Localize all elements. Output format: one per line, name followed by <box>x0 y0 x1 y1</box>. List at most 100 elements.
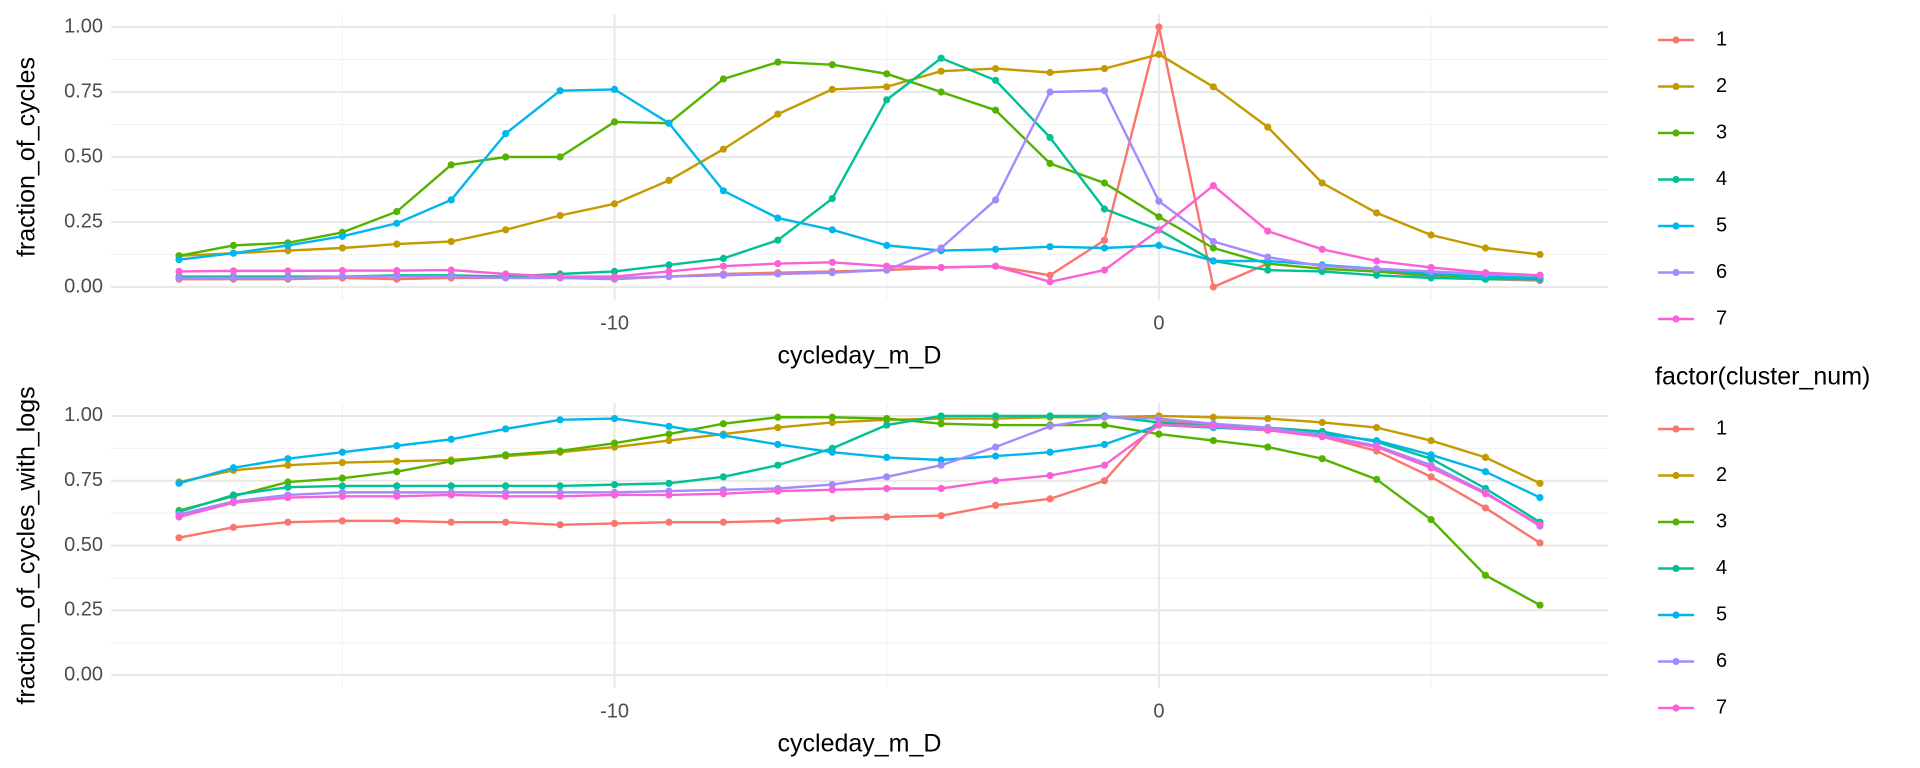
data-point <box>883 453 891 462</box>
data-point <box>502 425 510 433</box>
data-point <box>1209 182 1217 190</box>
legend-point <box>1672 657 1680 666</box>
data-point <box>991 412 1000 420</box>
data-point <box>937 461 945 469</box>
data-point <box>991 262 1000 270</box>
data-point <box>774 58 782 66</box>
data-point <box>828 226 836 234</box>
data-point <box>447 491 455 499</box>
data-point <box>284 483 292 491</box>
data-point <box>1264 253 1272 261</box>
data-point <box>1373 436 1381 445</box>
legend-title: factor(cluster_num) <box>1655 363 1870 391</box>
data-point <box>937 263 945 272</box>
data-point <box>1481 490 1490 498</box>
data-point <box>338 482 346 490</box>
legend-label: 7 <box>1716 696 1727 718</box>
data-point <box>1046 412 1054 420</box>
data-point <box>1155 213 1163 221</box>
data-point <box>502 518 510 526</box>
data-point <box>1046 448 1054 456</box>
data-point <box>1046 133 1054 142</box>
data-point <box>937 67 945 75</box>
data-point <box>556 482 564 490</box>
series-line <box>178 88 1540 280</box>
data-point <box>556 211 564 220</box>
data-point <box>1536 479 1544 487</box>
data-point <box>1100 266 1109 274</box>
data-point <box>774 270 782 278</box>
data-point <box>774 424 782 432</box>
data-point <box>991 65 1000 73</box>
data-point <box>610 481 619 489</box>
data-point <box>1373 271 1381 279</box>
data-point <box>1318 245 1326 253</box>
data-point <box>719 145 728 153</box>
legend-label: 7 <box>1716 307 1727 329</box>
x-tick-label: -10 <box>600 312 629 334</box>
data-point <box>1373 424 1381 432</box>
data-point <box>447 435 455 443</box>
data-point <box>1046 68 1054 77</box>
data-point <box>1264 227 1272 235</box>
data-point <box>1373 265 1381 273</box>
data-point <box>828 481 836 489</box>
data-point <box>1427 436 1435 445</box>
y-axis-title: fraction_of_cycles_with_logs <box>13 386 41 704</box>
x-tick-label: 0 <box>1153 312 1164 334</box>
data-point <box>937 512 945 520</box>
legend-point <box>1672 315 1680 323</box>
legend-label: 1 <box>1716 28 1727 50</box>
data-point <box>447 518 455 526</box>
data-point <box>229 249 238 257</box>
data-point <box>719 271 728 279</box>
legend-point <box>1672 129 1680 137</box>
data-point <box>665 491 673 499</box>
data-point <box>1481 453 1490 462</box>
series-line <box>178 423 1541 526</box>
data-point <box>1100 413 1109 421</box>
data-point <box>610 118 619 126</box>
data-point <box>1209 244 1217 252</box>
data-point <box>665 436 673 445</box>
data-point <box>556 447 564 455</box>
legend-point <box>1672 425 1680 433</box>
data-point <box>610 491 619 499</box>
data-point <box>284 274 292 282</box>
data-point <box>229 274 238 282</box>
data-point <box>175 256 183 264</box>
data-point <box>229 464 238 472</box>
data-point <box>1481 269 1490 277</box>
data-point <box>883 262 891 270</box>
data-point <box>393 482 401 490</box>
data-point <box>610 267 619 275</box>
data-point <box>665 273 673 281</box>
data-point <box>1046 471 1054 480</box>
data-point <box>338 492 346 500</box>
data-point <box>1264 266 1272 274</box>
data-point <box>1318 455 1326 463</box>
data-point <box>338 267 346 275</box>
data-point <box>1046 88 1054 96</box>
data-point <box>665 119 673 127</box>
data-point <box>1318 267 1326 275</box>
data-point <box>1100 421 1109 429</box>
data-point <box>719 75 728 83</box>
data-point <box>665 479 673 487</box>
data-point <box>175 513 183 521</box>
data-point <box>1427 263 1435 272</box>
data-point <box>502 153 510 161</box>
data-point <box>883 421 891 429</box>
data-point <box>338 244 346 252</box>
data-point <box>991 106 1000 114</box>
legend-point <box>1672 268 1680 277</box>
data-point <box>1100 65 1109 73</box>
data-point <box>393 492 401 500</box>
data-point <box>719 187 728 195</box>
data-point <box>338 448 346 456</box>
legend-label: 1 <box>1716 417 1727 439</box>
data-point <box>1209 436 1217 445</box>
data-point <box>229 523 238 531</box>
data-point <box>1536 493 1544 502</box>
